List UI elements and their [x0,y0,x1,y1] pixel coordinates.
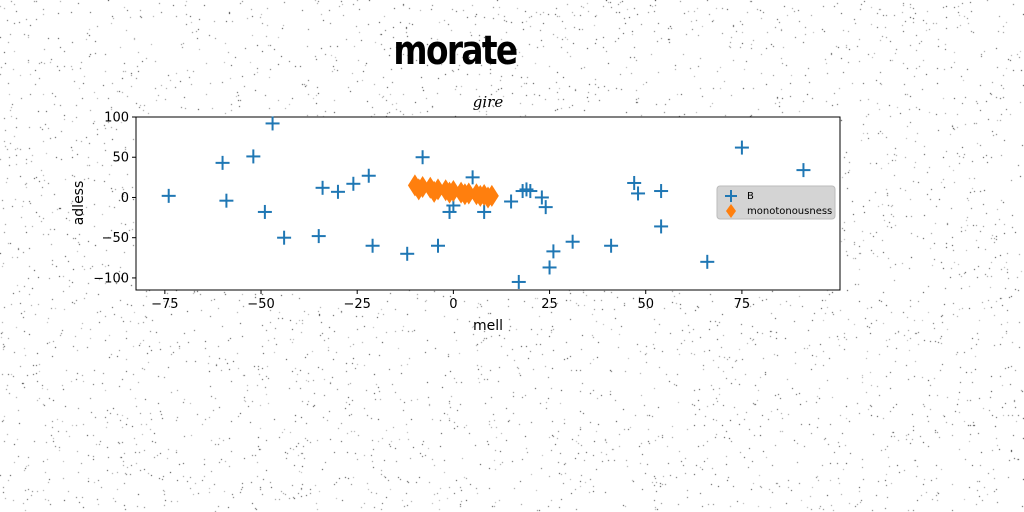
point-b [604,238,619,253]
x-tick-label: −50 [247,297,274,312]
point-monotonousness [457,183,472,206]
x-tick-label: −25 [343,297,370,312]
point-b [734,140,749,155]
y-tick-label: 100 [104,111,129,126]
point-b [315,180,330,195]
point-b [265,116,280,131]
x-tick-label: 75 [734,297,751,312]
point-monotonousness [442,181,457,204]
point-b [361,168,376,183]
y-axis-label: adless [71,181,87,226]
point-b [538,200,553,215]
point-b [565,234,580,249]
point-b [365,238,380,253]
point-b [215,155,230,170]
point-monotonousness [427,180,442,203]
point-b [654,184,669,199]
x-tick-label: −75 [151,297,178,312]
point-b [700,254,715,269]
y-tick-label: −50 [102,231,129,246]
x-axis-label: mell [473,318,503,334]
y-tick-label: 50 [112,151,129,166]
point-b [430,238,445,253]
x-axis-ticks: −75 −50 −25 0 25 50 75 [151,290,750,312]
point-b [477,204,492,219]
legend-marker-b [725,190,737,202]
x-tick-label: 0 [449,297,457,312]
point-monotonousness [411,178,426,201]
point-b [330,184,345,199]
point-b [627,175,642,190]
point-b [523,184,538,199]
legend: B monotonousness [716,185,836,220]
point-b [654,219,669,234]
point-b [504,194,519,209]
point-b [415,150,430,165]
series-b-points [161,116,811,289]
point-b [796,163,811,178]
legend-box [716,185,836,220]
point-b [511,274,526,289]
figure-title: morate [393,28,518,74]
y-tick-label: 0 [121,191,129,206]
point-b [542,260,557,275]
y-axis-ticks: 100 50 0 −50 −100 [93,111,136,286]
legend-label-monotonousness: monotonousness [747,206,832,217]
x-tick-label: 50 [637,297,654,312]
point-b [161,188,176,203]
legend-marker-monotonousness [726,204,736,218]
point-b [534,190,549,205]
y-tick-label: −100 [93,271,129,286]
x-tick-label: 25 [541,297,558,312]
point-monotonousness [481,186,495,209]
point-b [400,246,415,261]
point-b [311,229,326,244]
chart-title: gire [473,93,504,111]
point-b [219,193,234,208]
point-b [631,186,646,201]
legend-label-b: B [747,191,754,202]
point-b [257,204,272,219]
point-b [465,170,480,185]
point-b [546,244,561,259]
point-b [346,176,361,191]
series-monotonousness-points [407,174,499,209]
point-b [277,230,292,245]
point-b [246,149,261,164]
